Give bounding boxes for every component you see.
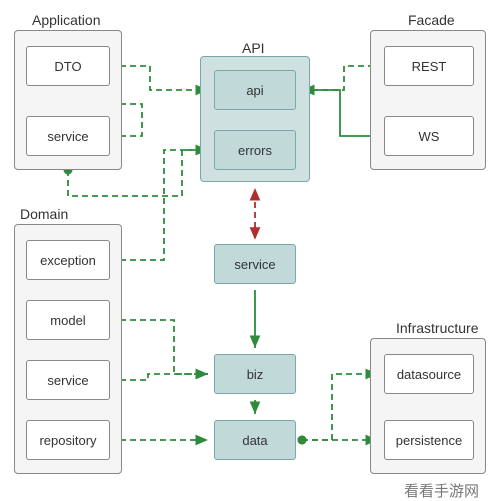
node-model: model bbox=[26, 300, 110, 340]
node-svc: service bbox=[214, 244, 296, 284]
node-datasource: datasource bbox=[384, 354, 474, 394]
node-dom_service: service bbox=[26, 360, 110, 400]
node-data: data bbox=[214, 420, 296, 460]
node-biz: biz bbox=[214, 354, 296, 394]
container-title-facade: Facade bbox=[408, 12, 455, 28]
container-title-application: Application bbox=[32, 12, 101, 28]
node-errors: errors bbox=[214, 130, 296, 170]
container-title-infrastructure: Infrastructure bbox=[396, 320, 478, 336]
edge-0 bbox=[110, 66, 208, 90]
watermark-text: 看看手游网 bbox=[404, 480, 479, 501]
node-api: api bbox=[214, 70, 296, 110]
edge-8 bbox=[110, 374, 208, 380]
api-title: API bbox=[242, 40, 265, 56]
container-title-domain: Domain bbox=[20, 206, 68, 222]
node-persistence: persistence bbox=[384, 420, 474, 460]
node-rest: REST bbox=[384, 46, 474, 86]
node-app_service: service bbox=[26, 116, 110, 156]
node-repository: repository bbox=[26, 420, 110, 460]
node-exception: exception bbox=[26, 240, 110, 280]
node-dto: DTO bbox=[26, 46, 110, 86]
edge-12 bbox=[302, 374, 378, 440]
edge-6 bbox=[110, 150, 208, 260]
edge-7 bbox=[110, 320, 208, 374]
node-ws: WS bbox=[384, 116, 474, 156]
